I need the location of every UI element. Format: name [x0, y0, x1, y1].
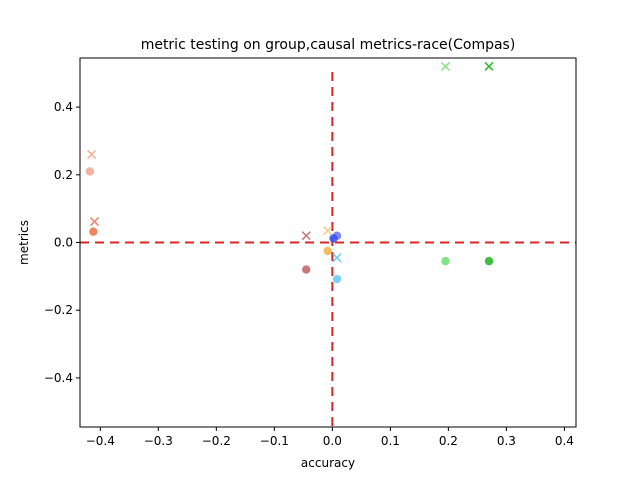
x-tick-label: −0.4: [86, 434, 115, 448]
data-point-cross: [323, 226, 333, 236]
data-point-cross: [484, 61, 494, 72]
data-point-circle: [484, 256, 494, 266]
y-tick-label: −0.2: [44, 303, 73, 317]
x-tick-label: 0.3: [497, 434, 516, 448]
y-tick-label: 0.2: [54, 168, 73, 182]
data-point-circle: [441, 256, 450, 266]
y-tick-label: 0.0: [54, 236, 73, 250]
data-point-cross: [87, 149, 97, 160]
chart-title: metric testing on group,causal metrics-r…: [141, 37, 516, 53]
x-tick-label: −0.1: [260, 434, 289, 448]
data-point-cross: [301, 231, 311, 241]
data-point-cross: [440, 61, 451, 72]
y-tick-label: −0.4: [44, 371, 73, 385]
data-point-circle: [85, 167, 95, 176]
y-axis-ticks: −0.4 −0.2 0.0 0.2 0.4: [44, 100, 80, 385]
data-point-circle: [302, 265, 311, 274]
x-axis-ticks: −0.4 −0.3 −0.2 −0.1 0.0 0.1 0.2 0.3 0.4: [86, 427, 574, 448]
x-axis-label: accuracy: [301, 456, 355, 470]
data-point-cross: [89, 216, 100, 227]
data-point-circle: [332, 274, 342, 284]
x-tick-label: 0.0: [323, 434, 342, 448]
data-point-circle: [323, 246, 332, 256]
data-point-cross: [332, 253, 342, 263]
data-point-circle: [329, 234, 338, 243]
x-tick-label: −0.2: [202, 434, 231, 448]
data-point-circle: [89, 227, 98, 236]
plot-area: [80, 61, 576, 427]
x-tick-label: 0.1: [381, 434, 400, 448]
y-axis-label: metrics: [17, 220, 31, 265]
x-tick-label: 0.2: [439, 434, 458, 448]
y-tick-label: 0.4: [54, 100, 73, 114]
plot-frame: [79, 57, 577, 428]
x-tick-label: −0.3: [144, 434, 173, 448]
x-tick-label: 0.4: [555, 434, 574, 448]
